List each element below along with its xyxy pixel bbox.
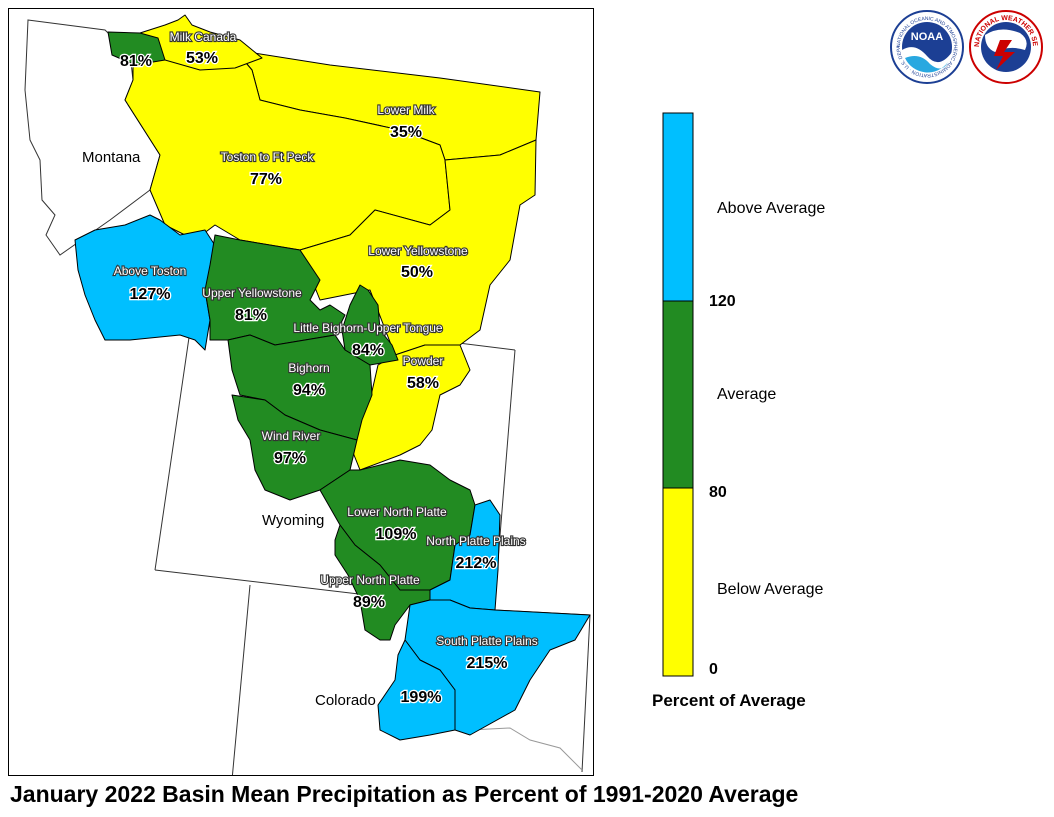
basin-value-milk-canada: 53%	[186, 50, 218, 67]
noaa-logo-text: NOAA	[911, 31, 943, 43]
legend-label-below: Below Average	[717, 581, 824, 598]
basin-value-lower-north-platte: 109%	[376, 526, 417, 543]
colorado-west-border	[231, 584, 251, 775]
legend-swatch-above	[663, 113, 693, 301]
legend-swatch-average	[663, 301, 693, 488]
basin-nw-canada	[107, 31, 166, 66]
basin-value-bighorn: 94%	[293, 382, 325, 399]
basin-value-upper-yellowstone: 81%	[235, 307, 267, 324]
basin-south-platte-mountains	[377, 639, 456, 741]
legend-label-above: Above Average	[717, 200, 825, 217]
basin-value-north-platte-plains: 212%	[456, 555, 497, 572]
legend-tick-120: 120	[709, 293, 736, 310]
basin-name-milk-canada: Milk Canada	[170, 30, 237, 44]
basin-upper-north-platte	[334, 524, 431, 641]
legend: Above Average Average Below Average 120 …	[652, 112, 825, 710]
legend-tick-0: 0	[709, 661, 718, 678]
legend-label-average: Average	[717, 386, 776, 403]
page-title: January 2022 Basin Mean Precipitation as…	[10, 781, 799, 807]
basin-name-lower-milk: Lower Milk	[377, 103, 435, 117]
basins	[74, 14, 591, 741]
basin-name-upper-yellowstone: Upper Yellowstone	[202, 286, 302, 300]
state-label-wyoming: Wyoming	[262, 512, 324, 529]
basin-little-bighorn	[341, 284, 399, 366]
basin-value-above-toston: 127%	[130, 286, 171, 303]
wyoming-west-border	[154, 309, 194, 571]
basin-value-south-platte-mountains: 199%	[401, 689, 442, 706]
legend-swatch-below	[663, 488, 693, 676]
basin-value-little-bighorn: 84%	[352, 342, 384, 359]
basin-name-powder: Powder	[403, 354, 444, 368]
basin-name-bighorn: Bighorn	[288, 361, 329, 375]
basin-name-above-toston: Above Toston	[114, 264, 187, 278]
basin-name-south-platte-plains: South Platte Plains	[436, 634, 537, 648]
basin-name-toston-ftpeck: Toston to Ft Peck	[221, 150, 315, 164]
basin-name-north-platte-plains: North Platte Plains	[426, 534, 525, 548]
basin-bighorn	[227, 334, 373, 441]
basin-value-toston-ftpeck: 77%	[250, 171, 282, 188]
basin-value-south-platte-plains: 215%	[467, 655, 508, 672]
legend-border	[662, 112, 694, 677]
basin-name-upper-north-platte: Upper North Platte	[320, 573, 420, 587]
basin-value-lower-yellowstone: 50%	[401, 264, 433, 281]
basin-name-little-bighorn: Little Bighorn-Upper Tongue	[293, 321, 443, 335]
basin-name-wind-river: Wind River	[262, 429, 321, 443]
legend-tick-80: 80	[709, 484, 727, 501]
basin-value-lower-milk: 35%	[390, 124, 422, 141]
basin-labels: Milk Canada 53% 81% Lower Milk 35% Tosto…	[113, 29, 539, 707]
basin-value-nw-canada: 81%	[120, 53, 152, 70]
state-label-colorado: Colorado	[315, 692, 376, 709]
south-border-detail	[469, 727, 583, 771]
basin-value-upper-north-platte: 89%	[353, 594, 385, 611]
basin-value-wind-river: 97%	[274, 450, 306, 467]
state-label-montana: Montana	[82, 149, 141, 166]
basin-value-powder: 58%	[407, 375, 439, 392]
basin-name-lower-yellowstone: Lower Yellowstone	[368, 244, 468, 258]
basin-name-lower-north-platte: Lower North Platte	[347, 505, 447, 519]
basin-above-toston	[74, 214, 219, 351]
legend-title: Percent of Average	[652, 691, 806, 710]
